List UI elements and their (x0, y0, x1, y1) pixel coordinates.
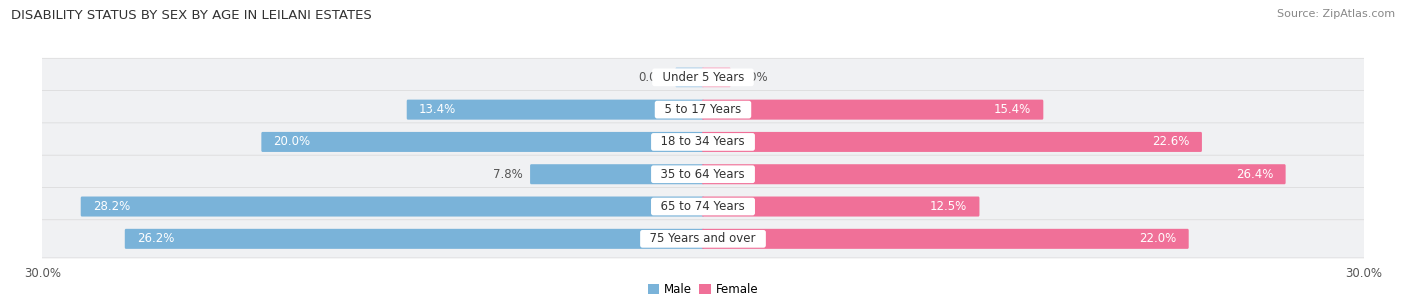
Text: DISABILITY STATUS BY SEX BY AGE IN LEILANI ESTATES: DISABILITY STATUS BY SEX BY AGE IN LEILA… (11, 9, 373, 22)
FancyBboxPatch shape (80, 196, 704, 216)
FancyBboxPatch shape (32, 220, 1374, 258)
Text: 15.4%: 15.4% (994, 103, 1031, 116)
Text: 26.4%: 26.4% (1236, 168, 1274, 181)
FancyBboxPatch shape (32, 91, 1374, 129)
Text: 20.0%: 20.0% (273, 135, 311, 148)
FancyBboxPatch shape (32, 188, 1374, 226)
Text: Source: ZipAtlas.com: Source: ZipAtlas.com (1277, 9, 1395, 19)
Text: 26.2%: 26.2% (136, 232, 174, 245)
Text: 0.0%: 0.0% (738, 71, 768, 84)
Text: 75 Years and over: 75 Years and over (643, 232, 763, 245)
FancyBboxPatch shape (406, 100, 704, 120)
FancyBboxPatch shape (32, 123, 1374, 161)
Text: 65 to 74 Years: 65 to 74 Years (654, 200, 752, 213)
Text: 28.2%: 28.2% (93, 200, 131, 213)
Text: 12.5%: 12.5% (931, 200, 967, 213)
FancyBboxPatch shape (702, 100, 1043, 120)
FancyBboxPatch shape (702, 196, 980, 216)
Text: 22.6%: 22.6% (1153, 135, 1189, 148)
Text: 5 to 17 Years: 5 to 17 Years (657, 103, 749, 116)
FancyBboxPatch shape (32, 155, 1374, 193)
Text: 7.8%: 7.8% (492, 168, 523, 181)
FancyBboxPatch shape (702, 67, 731, 87)
FancyBboxPatch shape (125, 229, 704, 249)
FancyBboxPatch shape (530, 164, 704, 184)
Text: 22.0%: 22.0% (1139, 232, 1177, 245)
Text: 35 to 64 Years: 35 to 64 Years (654, 168, 752, 181)
FancyBboxPatch shape (702, 229, 1188, 249)
FancyBboxPatch shape (675, 67, 704, 87)
FancyBboxPatch shape (262, 132, 704, 152)
FancyBboxPatch shape (702, 132, 1202, 152)
Text: 13.4%: 13.4% (419, 103, 456, 116)
Text: Under 5 Years: Under 5 Years (655, 71, 751, 84)
Text: 18 to 34 Years: 18 to 34 Years (654, 135, 752, 148)
FancyBboxPatch shape (702, 164, 1285, 184)
FancyBboxPatch shape (32, 58, 1374, 96)
Legend: Male, Female: Male, Female (643, 278, 763, 301)
Text: 0.0%: 0.0% (638, 71, 668, 84)
